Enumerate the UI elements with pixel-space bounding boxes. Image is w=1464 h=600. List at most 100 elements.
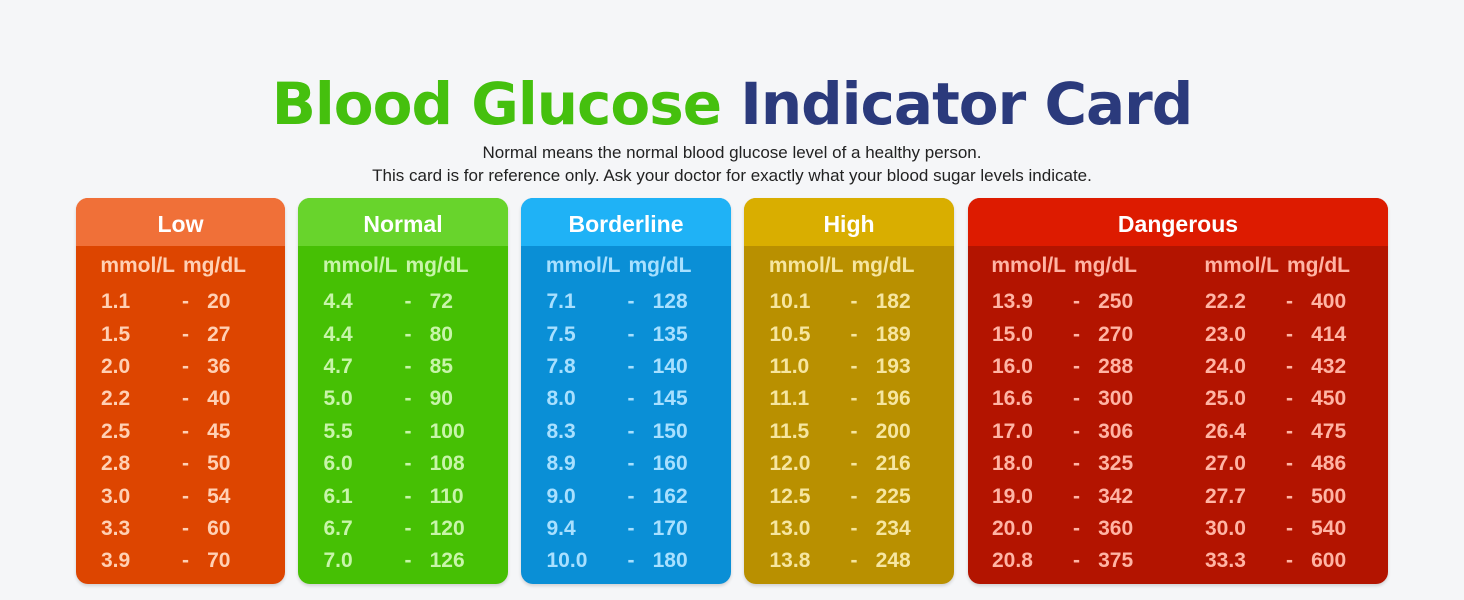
mg-value: 70 — [207, 549, 231, 573]
table-row: 6.1 -110 — [316, 480, 491, 512]
table-row: 2.5 -45 — [93, 416, 268, 448]
mg-value: 108 — [429, 452, 465, 476]
mmol-value: 26.4 — [1205, 419, 1246, 443]
separator: - — [1073, 290, 1080, 314]
mg-value: 54 — [207, 484, 231, 508]
unit-mg-label: mg/dL — [1287, 254, 1350, 277]
mg-value: 126 — [429, 549, 465, 573]
mg-value: 600 — [1311, 549, 1347, 573]
unit-mg-label: mg/dL — [1074, 254, 1137, 277]
mmol-value: 3.3 — [101, 516, 131, 540]
separator: - — [404, 452, 412, 476]
table-row: 11.0 -193 — [762, 351, 937, 383]
separator: - — [850, 387, 858, 411]
card-header: Low — [76, 198, 285, 246]
table-row: 5.0 -90 — [316, 383, 491, 415]
mg-value: 500 — [1311, 484, 1347, 508]
mmol-value: 15.0 — [992, 322, 1033, 346]
table-row: 10.5 -189 — [762, 318, 937, 350]
separator: - — [627, 516, 635, 540]
separator: - — [1073, 387, 1080, 411]
table-row: 13.9 -250 — [984, 286, 1159, 318]
mg-value: 360 — [1098, 516, 1134, 540]
mmol-value: 2.0 — [101, 354, 131, 378]
table-row: 6.0 -108 — [316, 448, 491, 480]
table-row: 12.5 -225 — [762, 480, 937, 512]
mmol-value: 22.2 — [1205, 290, 1246, 314]
unit-mmol-label: mmol/L — [991, 254, 1066, 277]
mg-value: 90 — [429, 387, 453, 411]
unit-mg-label: mg/dL — [183, 254, 246, 277]
mmol-value: 16.6 — [992, 387, 1033, 411]
mg-value: 200 — [875, 419, 911, 443]
mmol-value: 30.0 — [1205, 516, 1246, 540]
mmol-value: 11.1 — [769, 387, 810, 411]
mmol-value: 3.9 — [101, 549, 131, 573]
mmol-value: 2.5 — [101, 419, 131, 443]
mg-value: 414 — [1311, 322, 1347, 346]
mmol-value: 12.0 — [769, 452, 811, 476]
mg-value: 342 — [1098, 484, 1134, 508]
table-row: 6.7 -120 — [316, 513, 491, 545]
card-body: mmol/L mg/dL 13.9-250 15.0-270 16.0-288 16.6-… — [968, 246, 1388, 584]
mg-value: 182 — [875, 290, 911, 314]
table-row: 25.0 -450 — [1197, 383, 1372, 415]
table-row: 13.0 -234 — [762, 513, 937, 545]
unit-header-row: mmol/L mg/dL — [1197, 246, 1372, 286]
mg-value: 128 — [652, 290, 688, 314]
value-column: mmol/L mg/dL 10.1-182 10.5-189 11.0-193 11.1-… — [762, 246, 937, 584]
mg-value: 306 — [1098, 419, 1134, 443]
table-row: 27.0 -486 — [1197, 448, 1372, 480]
unit-header-row: mmol/L mg/dL — [762, 246, 937, 286]
separator: - — [182, 549, 189, 573]
mmol-value: 3.0 — [101, 484, 131, 508]
mg-value: 375 — [1098, 549, 1134, 573]
mmol-value: 2.2 — [101, 387, 131, 411]
separator: - — [1073, 516, 1080, 540]
value-column: mmol/L mg/dL 4.4-72 4.4-80 4.7-85 5.0-90 5.5-1… — [316, 246, 491, 584]
subtitle-line-1: Normal means the normal blood glucose le… — [482, 143, 982, 162]
mmol-value: 11.5 — [769, 419, 810, 443]
value-column: mmol/L mg/dL 7.1-128 7.5-135 7.8-140 8.0-145 8… — [539, 246, 714, 584]
separator: - — [1073, 354, 1080, 378]
mg-value: 20 — [207, 290, 231, 314]
table-row: 7.8 -140 — [539, 351, 714, 383]
separator: - — [1286, 549, 1293, 573]
unit-header-row: mmol/L mg/dL — [316, 246, 491, 286]
mg-value: 540 — [1311, 516, 1347, 540]
table-row: 7.5 -135 — [539, 318, 714, 350]
mmol-value: 20.8 — [992, 549, 1033, 573]
table-row: 2.8 -50 — [93, 448, 268, 480]
separator: - — [850, 484, 858, 508]
separator: - — [1286, 354, 1293, 378]
table-row: 16.0 -288 — [984, 351, 1159, 383]
mmol-value: 17.0 — [992, 419, 1033, 443]
separator: - — [850, 549, 858, 573]
separator: - — [404, 516, 412, 540]
mg-value: 85 — [429, 354, 453, 378]
mg-value: 486 — [1311, 452, 1347, 476]
separator: - — [1073, 484, 1080, 508]
separator: - — [182, 516, 189, 540]
card-dangerous: Dangerous mmol/L mg/dL 13.9-250 15.0-270 16.0… — [968, 198, 1388, 584]
separator: - — [850, 290, 858, 314]
subtitle-line-2: This card is for reference only. Ask you… — [372, 166, 1092, 185]
separator: - — [627, 419, 635, 443]
table-row: 8.3 -150 — [539, 416, 714, 448]
separator: - — [1286, 452, 1293, 476]
separator: - — [627, 452, 635, 476]
table-row: 20.8 -375 — [984, 545, 1159, 577]
mmol-value: 5.5 — [323, 419, 353, 443]
mg-value: 225 — [875, 484, 911, 508]
table-row: 10.0 -180 — [539, 545, 714, 577]
table-row: 11.5 -200 — [762, 416, 937, 448]
separator: - — [1073, 549, 1080, 573]
table-row: 1.1 -20 — [93, 286, 268, 318]
separator: - — [1073, 452, 1080, 476]
separator: - — [850, 322, 858, 346]
table-row: 5.5 -100 — [316, 416, 491, 448]
mg-value: 400 — [1311, 290, 1347, 314]
mmol-value: 13.8 — [769, 549, 811, 573]
mmol-value: 6.7 — [323, 516, 353, 540]
table-row: 1.5 -27 — [93, 318, 268, 350]
